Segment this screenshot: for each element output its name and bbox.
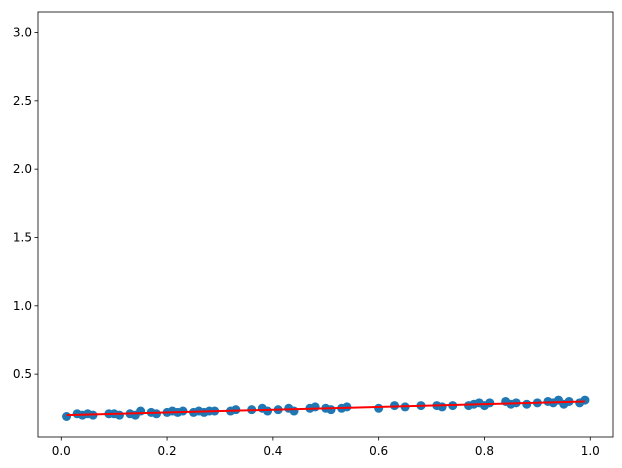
point: [178, 406, 188, 416]
y-tick-label: 1.5: [13, 230, 32, 244]
x-tick-label: 0.2: [158, 444, 177, 458]
plot-frame: [37, 11, 614, 438]
point: [310, 402, 320, 412]
point: [114, 410, 124, 420]
x-tick-label: 0.0: [52, 444, 71, 458]
point: [580, 395, 590, 405]
y-tick-label: 3.0: [13, 25, 32, 39]
x-tick-label: 0.8: [475, 444, 494, 458]
point: [374, 403, 384, 413]
point: [263, 406, 273, 416]
point: [151, 409, 161, 419]
point: [485, 398, 495, 408]
point: [326, 405, 336, 415]
point: [62, 412, 72, 422]
x-tick-label: 0.4: [263, 444, 282, 458]
y-tick-label: 2.5: [13, 94, 32, 108]
fit-line: [66, 400, 585, 417]
y-tick-label: 0.5: [13, 367, 32, 381]
point: [437, 402, 447, 412]
point: [231, 405, 241, 415]
point: [522, 399, 532, 409]
y-tick-label: 2.0: [13, 162, 32, 176]
y-tick-label: 1.0: [13, 299, 32, 313]
x-tick-label: 1.0: [581, 444, 600, 458]
point: [289, 406, 299, 416]
x-tick-label: 0.6: [369, 444, 388, 458]
